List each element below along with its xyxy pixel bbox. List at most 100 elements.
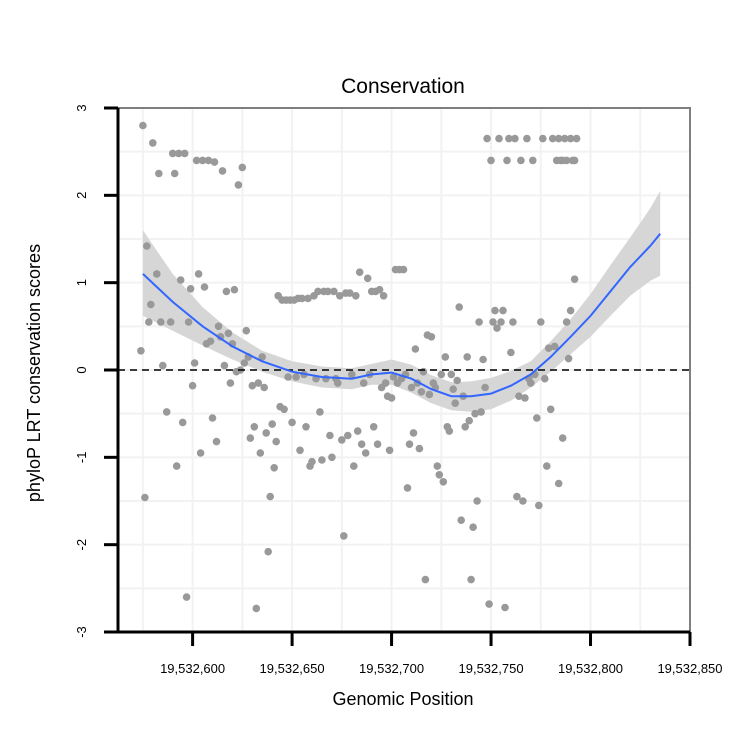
x-tick-label: 19,532,600 <box>160 661 225 676</box>
data-point <box>190 359 199 367</box>
data-point <box>308 457 316 466</box>
data-point <box>544 344 553 353</box>
x-tick-label: 19,532,650 <box>260 661 325 676</box>
data-point <box>336 292 344 300</box>
data-point <box>334 379 342 387</box>
data-point <box>471 409 479 418</box>
data-point <box>250 423 259 431</box>
data-point <box>143 242 151 250</box>
data-point <box>196 449 205 457</box>
data-point <box>326 431 334 440</box>
data-point <box>535 501 543 510</box>
data-point <box>499 306 507 315</box>
data-point <box>155 169 163 178</box>
data-point <box>157 318 165 326</box>
data-point <box>284 373 292 381</box>
data-point <box>180 149 189 158</box>
data-point <box>385 446 394 455</box>
data-point <box>178 418 187 427</box>
data-point <box>318 456 326 464</box>
data-point <box>554 134 563 143</box>
y-axis-label: phyloP LRT conservation scores <box>24 244 44 502</box>
data-point <box>489 318 497 326</box>
data-point <box>176 276 185 284</box>
data-point <box>248 381 257 390</box>
x-tick-label: 19,532,700 <box>359 661 424 676</box>
data-point <box>543 462 551 470</box>
data-point <box>268 420 277 428</box>
data-point <box>411 345 420 353</box>
data-point <box>517 156 525 165</box>
data-point <box>256 449 265 457</box>
data-point <box>346 289 354 297</box>
y-tick-label: -1 <box>74 452 89 464</box>
data-point <box>184 318 193 326</box>
data-point <box>445 427 454 435</box>
data-point <box>491 306 499 315</box>
data-point <box>435 471 444 479</box>
y-tick-label: 0 <box>74 366 89 373</box>
data-point <box>566 134 575 143</box>
data-point <box>361 449 370 457</box>
data-point <box>546 405 555 414</box>
data-point <box>437 370 446 379</box>
data-point <box>363 274 372 283</box>
data-point <box>304 294 312 303</box>
data-point <box>262 429 271 437</box>
data-point <box>280 405 288 414</box>
data-point <box>501 603 509 612</box>
data-point <box>433 462 442 470</box>
data-point <box>570 156 579 165</box>
data-point <box>324 287 332 296</box>
x-tick-label: 19,532,850 <box>657 661 722 676</box>
data-point <box>224 329 233 338</box>
data-point <box>186 285 195 293</box>
data-point <box>182 593 191 601</box>
data-point <box>564 354 573 363</box>
data-point <box>455 303 464 311</box>
data-point <box>513 492 521 501</box>
x-axis: 19,532,600 19,532,650 19,532,700 19,532,750… <box>118 630 723 676</box>
data-point <box>174 149 183 158</box>
data-point <box>375 285 384 294</box>
data-point <box>316 408 324 416</box>
data-point <box>214 322 223 331</box>
data-point <box>340 532 348 540</box>
data-point <box>137 347 145 355</box>
data-point <box>252 604 261 613</box>
data-point <box>541 374 549 383</box>
data-point <box>447 370 456 379</box>
data-point <box>511 134 519 143</box>
data-point <box>355 268 364 277</box>
data-point <box>389 373 398 381</box>
y-tick-label: -2 <box>74 539 89 551</box>
data-point <box>453 376 462 385</box>
data-point <box>238 163 247 172</box>
data-point <box>407 383 416 392</box>
data-point <box>403 484 412 492</box>
data-point <box>359 379 368 387</box>
data-point <box>230 285 239 294</box>
data-point <box>449 385 458 394</box>
data-point <box>421 575 430 584</box>
confidence-ribbon <box>142 191 661 412</box>
data-point <box>439 478 448 486</box>
data-point <box>246 434 255 442</box>
data-point <box>220 361 229 370</box>
data-point <box>467 575 475 584</box>
smooth-curve <box>142 233 661 398</box>
data-point <box>145 318 153 326</box>
data-point <box>379 292 388 300</box>
data-point <box>192 156 201 165</box>
scatter-points <box>137 121 581 613</box>
data-point <box>288 418 296 427</box>
data-point <box>387 394 396 402</box>
data-point <box>141 493 149 502</box>
data-point <box>463 353 472 361</box>
y-tick-label: 3 <box>74 104 89 111</box>
data-point <box>475 318 483 326</box>
data-point <box>166 318 175 326</box>
data-point <box>548 134 557 143</box>
data-point <box>477 408 485 416</box>
